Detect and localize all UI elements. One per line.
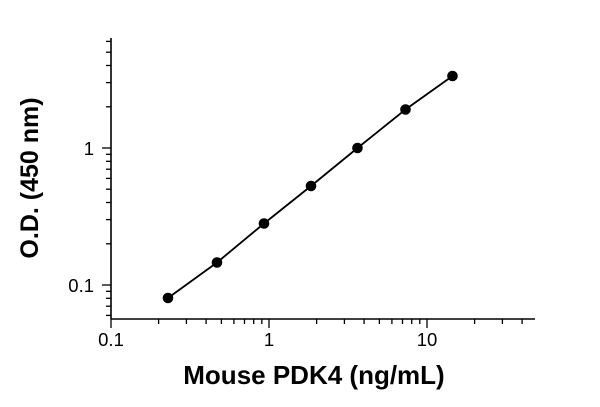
svg-text:0.1: 0.1 <box>98 329 124 350</box>
svg-text:1: 1 <box>84 138 94 159</box>
svg-text:O.D. (450 nm): O.D. (450 nm) <box>16 97 44 258</box>
svg-text:0.1: 0.1 <box>68 275 94 296</box>
svg-text:10: 10 <box>417 329 438 350</box>
svg-text:1: 1 <box>264 329 274 350</box>
svg-text:Mouse PDK4 (ng/mL): Mouse PDK4 (ng/mL) <box>183 360 444 390</box>
